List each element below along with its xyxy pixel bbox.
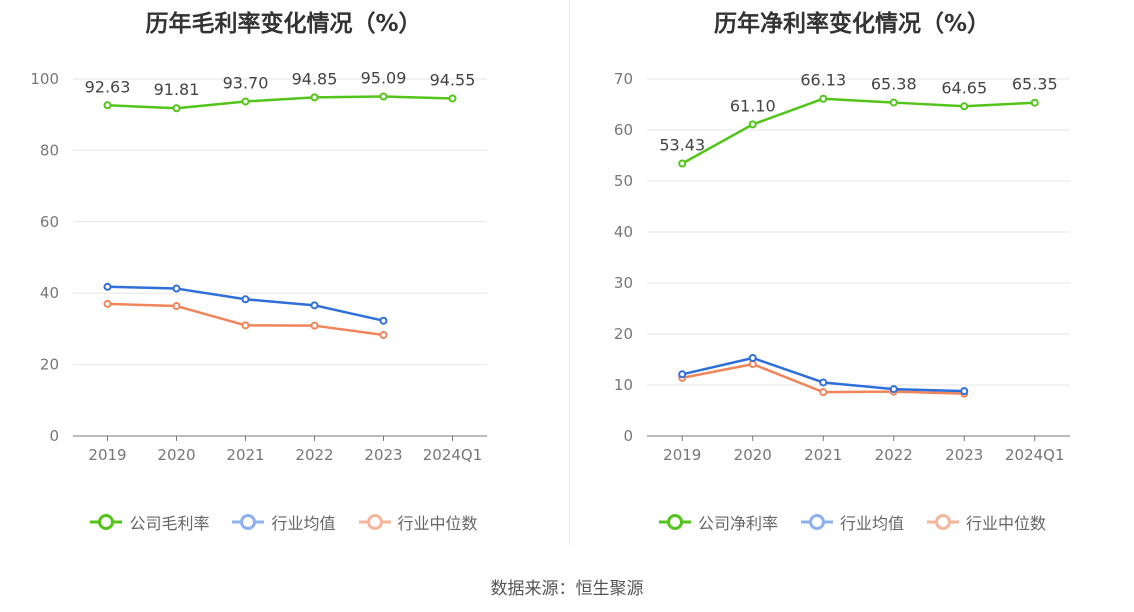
y-tick-label: 50 (614, 172, 633, 190)
data-point (103, 282, 112, 291)
legend: 公司毛利率 行业均值 行业中位数 (0, 510, 567, 534)
legend-swatch-icon (658, 514, 691, 530)
series-line (107, 285, 384, 322)
x-tick-label: 2022 (295, 446, 333, 464)
data-label: 94.85 (292, 69, 338, 88)
data-label: 64.65 (941, 78, 987, 97)
x-tick-label: 2021 (804, 446, 842, 464)
series-line (107, 302, 384, 337)
legend-swatch-icon (927, 514, 959, 530)
data-label: 53.43 (659, 136, 705, 155)
y-tick-label: 100 (30, 70, 59, 88)
x-tick-label: 2019 (88, 446, 126, 464)
legend-label: 公司净利率 (697, 514, 778, 533)
data-point (241, 295, 250, 304)
x-tick-label: 2020 (734, 446, 772, 464)
data-label: 92.63 (85, 77, 131, 96)
gross-margin-plot: 0 20 40 60 80 100 2019 2020 2021 2022 2023 2024Q1 92… (30, 69, 487, 464)
data-label: 94.55 (430, 70, 476, 89)
data-point (889, 98, 898, 107)
data-label: 65.38 (871, 75, 917, 94)
x-tick-label: 2020 (157, 446, 195, 464)
data-point (379, 92, 388, 101)
data-point (310, 321, 319, 330)
legend-label: 行业均值 (271, 514, 336, 533)
data-point (678, 370, 687, 379)
data-point (172, 302, 181, 311)
y-tick-label: 80 (40, 141, 59, 159)
data-source: 数据来源：恒生聚源 (490, 579, 644, 599)
legend: 公司净利率 行业均值 行业中位数 (570, 510, 1134, 534)
series-line (107, 95, 453, 110)
data-point (310, 301, 319, 310)
gross-margin-chart: 历年毛利率变化情况（%） 0 20 40 60 80 100 2019 2020 2021 202… (0, 0, 567, 560)
y-tick-label: 70 (614, 70, 633, 88)
data-label: 95.09 (361, 69, 407, 88)
data-point (819, 378, 828, 387)
legend-label: 行业均值 (839, 514, 904, 533)
x-tick-label: 2023 (364, 446, 402, 464)
data-point (889, 385, 898, 394)
data-point (960, 387, 969, 396)
legend-swatch-icon (800, 514, 833, 530)
y-tick-label: 10 (614, 376, 633, 394)
data-point (819, 94, 828, 103)
legend-label: 行业中位数 (397, 514, 478, 533)
y-tick-label: 0 (49, 427, 59, 445)
data-point (379, 316, 388, 325)
data-point (960, 102, 969, 111)
data-point (748, 360, 757, 369)
data-label: 66.13 (800, 71, 846, 90)
data-point (241, 321, 250, 330)
panel-divider (569, 0, 570, 545)
y-tick-label: 30 (614, 274, 633, 292)
data-point (379, 330, 388, 339)
net-margin-chart: 历年净利率变化情况（%） 0 10 20 30 40 50 60 70 2019 2020 2021… (570, 0, 1134, 560)
legend-label: 行业中位数 (966, 514, 1047, 533)
data-point (748, 120, 757, 129)
data-label: 65.35 (1012, 75, 1058, 94)
data-point (241, 97, 250, 106)
data-point (103, 101, 112, 110)
legend-swatch-icon (90, 514, 123, 530)
data-label: 93.70 (223, 73, 269, 92)
y-tick-label: 40 (614, 223, 633, 241)
series-line (681, 97, 1035, 165)
legend-label: 公司毛利率 (129, 514, 210, 533)
net-margin-plot: 0 10 20 30 40 50 60 70 2019 2020 2021 2022 2023 2024Q… (614, 70, 1070, 464)
data-point (103, 299, 112, 308)
y-tick-label: 60 (40, 213, 59, 231)
chart-title: 历年毛利率变化情况（%） (145, 11, 422, 37)
y-tick-label: 20 (614, 325, 633, 343)
x-tick-label: 2019 (663, 446, 701, 464)
legend-item[interactable]: 公司净利率 (658, 510, 778, 534)
legend-swatch-icon (232, 514, 265, 530)
y-tick-label: 60 (614, 121, 633, 139)
legend-item[interactable]: 行业均值 (800, 510, 904, 534)
data-point (819, 388, 828, 397)
legend-swatch-icon (358, 514, 391, 530)
x-tick-label: 2021 (226, 446, 264, 464)
y-tick-label: 0 (623, 427, 633, 445)
legend-item[interactable]: 行业中位数 (926, 510, 1046, 534)
y-tick-label: 20 (40, 356, 59, 374)
data-label: 61.10 (730, 96, 776, 115)
data-point (1030, 98, 1039, 107)
data-point (172, 284, 181, 293)
x-tick-label: 2023 (945, 446, 983, 464)
data-point (678, 159, 687, 168)
legend-item[interactable]: 行业均值 (231, 510, 336, 534)
data-point (172, 104, 181, 113)
data-label: 91.81 (154, 80, 200, 99)
data-point (448, 94, 457, 103)
legend-item[interactable]: 公司毛利率 (89, 510, 209, 534)
data-point (310, 93, 319, 102)
x-tick-label: 2022 (875, 446, 913, 464)
chart-title: 历年净利率变化情况（%） (713, 11, 991, 37)
y-tick-label: 40 (40, 284, 59, 302)
data-point (748, 353, 757, 362)
legend-item[interactable]: 行业中位数 (358, 510, 478, 534)
x-tick-label: 2024Q1 (1005, 446, 1065, 464)
x-tick-label: 2024Q1 (423, 446, 483, 464)
